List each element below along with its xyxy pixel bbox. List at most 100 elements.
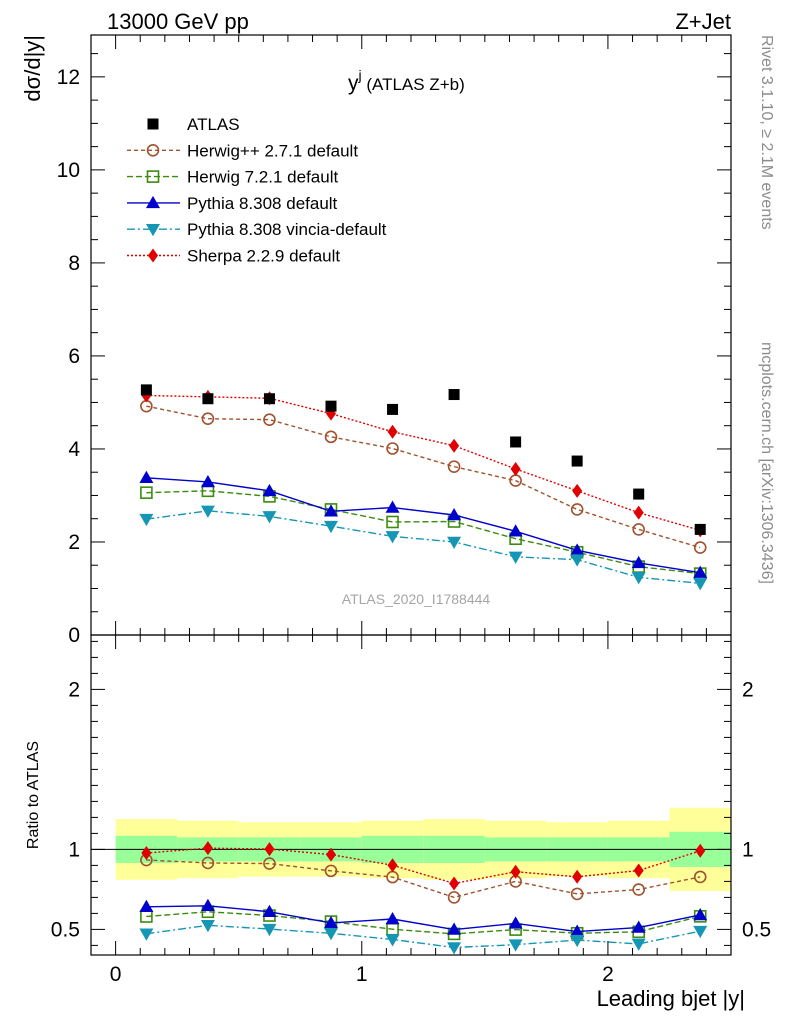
ratio-point-4 <box>325 847 337 862</box>
data-point <box>263 393 275 405</box>
series-point-4 <box>510 461 521 476</box>
series-point-4 <box>633 505 644 520</box>
data-point <box>694 523 706 535</box>
ratio-point-3 <box>570 934 585 948</box>
series-line-2 <box>146 477 701 574</box>
series-point-3 <box>631 572 646 585</box>
series-point-3 <box>139 513 154 527</box>
ratio-point-0 <box>693 870 707 884</box>
ratio-y-axis-label: Ratio to ATLAS <box>25 741 42 849</box>
series-point-2 <box>262 483 277 497</box>
ratio-series-layer <box>139 841 708 955</box>
series-point-3 <box>570 554 585 567</box>
legend-label: Pythia 8.308 default <box>187 194 338 213</box>
series-point-3 <box>200 505 215 518</box>
ratio-y-tick-label-right: 2 <box>742 678 754 701</box>
series-point-3 <box>324 520 338 534</box>
ratio-point-0 <box>324 864 338 878</box>
series-point-3 <box>693 578 708 591</box>
ratio-point-2 <box>631 920 646 933</box>
series-point-4 <box>572 483 583 498</box>
ratio-point-0 <box>570 887 584 901</box>
series-point-4 <box>449 438 460 453</box>
x-axis-label: Leading bjet |y| <box>597 986 745 1011</box>
ratio-y-tick-label-left: 2 <box>68 678 80 701</box>
ratio-point-3 <box>324 928 338 941</box>
series-point-0 <box>693 541 707 554</box>
series-point-4 <box>325 406 337 421</box>
y-tick-label: 4 <box>68 438 80 461</box>
series-point-2 <box>385 500 400 513</box>
ratio-line-2 <box>146 905 701 933</box>
legend-label: Herwig++ 2.7.1 default <box>187 141 358 160</box>
series-point-0 <box>324 430 338 444</box>
y-tick-label: 8 <box>68 252 80 275</box>
series-point-2 <box>631 555 646 569</box>
series-line-1 <box>146 490 701 575</box>
ratio-point-0 <box>447 891 461 904</box>
series-point-3 <box>385 531 400 544</box>
ratio-point-3 <box>139 928 154 941</box>
ratio-point-0 <box>632 883 645 896</box>
series-point-2 <box>570 543 585 556</box>
axis-ticks <box>91 35 732 955</box>
legend-marker <box>146 195 160 209</box>
ratio-point-2 <box>139 899 154 913</box>
ratio-point-3 <box>262 923 277 937</box>
series-point-2 <box>139 470 154 484</box>
ratio-point-2 <box>570 924 585 937</box>
series-point-2 <box>324 504 338 517</box>
ratio-point-2 <box>324 915 338 929</box>
series-line-4 <box>146 394 701 532</box>
legend-label: ATLAS <box>187 115 240 134</box>
series-point-3 <box>508 551 523 564</box>
ratio-point-4 <box>572 869 583 884</box>
series-point-1 <box>386 515 399 529</box>
ratio-point-4 <box>387 858 398 873</box>
ratio-point-4 <box>202 841 213 856</box>
y-axis-label: dσ/d|y| <box>20 35 45 102</box>
y-tick-label: 6 <box>68 345 80 368</box>
series-point-4 <box>387 424 398 439</box>
ratio-y-tick-label-left: 1 <box>68 838 80 861</box>
ratio-point-3 <box>200 920 215 933</box>
ratio-panel-frame <box>90 634 732 956</box>
main-series-layer <box>139 384 708 591</box>
series-point-2 <box>693 565 708 578</box>
ratio-point-4 <box>141 846 152 861</box>
ratio-point-2 <box>447 922 462 935</box>
legend-marker-atlas <box>147 118 159 130</box>
y-tick-label: 2 <box>68 531 80 554</box>
ratio-point-3 <box>447 942 462 955</box>
series-point-2 <box>508 524 523 537</box>
ratio-line-4 <box>146 847 701 885</box>
data-point <box>387 403 399 415</box>
ratio-y-tick-label-left: 0.5 <box>51 918 80 941</box>
y-tick-label: 12 <box>57 66 80 89</box>
series-point-0 <box>570 503 584 516</box>
ratio-point-4 <box>510 864 521 879</box>
ratio-point-4 <box>695 843 706 858</box>
ratio-point-2 <box>262 904 277 918</box>
y-tick-label: 0 <box>68 624 80 647</box>
legend: ATLAS Herwig++ 2.7.1 default Herwig 7.2.1 … <box>127 115 387 266</box>
series-point-0 <box>201 412 215 426</box>
ratio-point-2 <box>508 916 523 929</box>
legend-label: Sherpa 2.2.9 default <box>187 247 340 266</box>
legend-marker <box>147 248 159 263</box>
header-right: Z+Jet <box>675 9 731 34</box>
data-point <box>202 393 214 405</box>
plot-title: yj (ATLAS Z+b) <box>348 67 465 95</box>
x-tick-label: 1 <box>356 963 368 986</box>
series-line-3 <box>146 510 701 585</box>
series-point-0 <box>386 442 399 455</box>
legend-label: Pythia 8.308 vincia-default <box>187 220 387 239</box>
legend-marker <box>146 170 160 183</box>
x-tick-label: 0 <box>110 963 122 986</box>
series-point-0 <box>447 460 461 473</box>
series-point-0 <box>632 523 645 536</box>
ratio-line-3 <box>146 924 701 949</box>
legend-marker <box>146 144 160 157</box>
